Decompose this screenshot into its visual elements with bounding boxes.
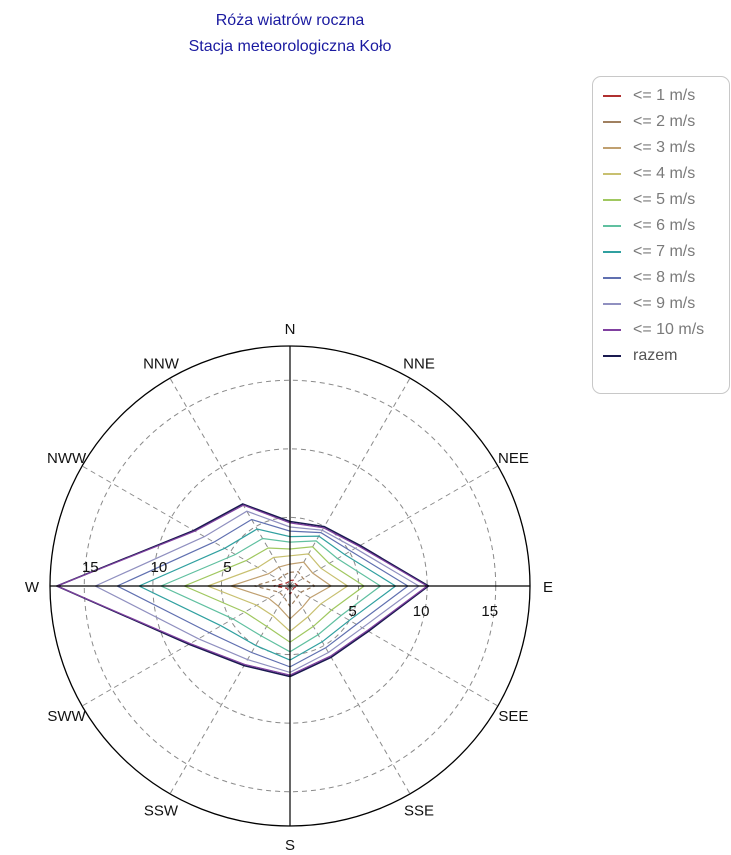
legend-label: <= 2 m/s xyxy=(633,113,696,130)
radial-tick-left-5: 5 xyxy=(223,559,231,576)
legend-item: <= 8 m/s xyxy=(593,265,729,291)
direction-label-W: W xyxy=(25,579,40,596)
direction-label-NWW: NWW xyxy=(47,450,87,467)
radial-tick-right-15: 15 xyxy=(481,603,498,620)
chart-subtitle: Stacja meteorologiczna Koło xyxy=(188,38,392,55)
legend-swatch xyxy=(603,173,621,175)
grid-spoke xyxy=(289,377,411,587)
series-0-polygon xyxy=(273,579,300,596)
legend-item: <= 5 m/s xyxy=(593,187,729,213)
legend-item: <= 4 m/s xyxy=(593,161,729,187)
legend-swatch xyxy=(603,355,621,357)
direction-label-E: E xyxy=(543,579,553,596)
direction-label-N: N xyxy=(285,321,296,338)
legend-item: razem xyxy=(593,343,729,369)
legend-label: <= 3 m/s xyxy=(633,139,696,156)
legend-label: <= 9 m/s xyxy=(633,295,696,312)
legend-item: <= 9 m/s xyxy=(593,291,729,317)
legend: <= 1 m/s <= 2 m/s <= 3 m/s <= 4 m/s <= 5 m/s… xyxy=(592,76,730,394)
legend-item: <= 2 m/s xyxy=(593,109,729,135)
grid-spoke xyxy=(169,585,291,795)
radial-tick-left-15: 15 xyxy=(82,559,99,576)
legend-label: <= 10 m/s xyxy=(633,321,705,338)
grid-spoke xyxy=(289,585,499,707)
legend-swatch xyxy=(603,121,621,123)
legend-swatch xyxy=(603,329,621,331)
grid-spoke xyxy=(81,585,291,707)
direction-label-NNE: NNE xyxy=(403,356,435,373)
legend-swatch xyxy=(603,225,621,227)
radial-tick-right-5: 5 xyxy=(348,603,356,620)
legend-swatch xyxy=(603,199,621,201)
direction-label-S: S xyxy=(285,837,295,854)
grid-spoke xyxy=(169,377,291,587)
direction-label-NNW: NNW xyxy=(143,356,180,373)
legend-item: <= 6 m/s xyxy=(593,213,729,239)
legend-swatch xyxy=(603,251,621,253)
direction-label-SWW: SWW xyxy=(47,708,86,725)
outer-ring xyxy=(49,345,531,827)
radial-tick-left-10: 10 xyxy=(151,559,168,576)
series-4-polygon xyxy=(182,546,366,643)
direction-label-SSW: SSW xyxy=(144,802,179,819)
legend-item: <= 10 m/s xyxy=(593,317,729,343)
legend-label: <= 1 m/s xyxy=(633,87,696,104)
direction-label-SSE: SSE xyxy=(404,802,434,819)
grid-spoke xyxy=(289,465,499,587)
direction-label-NEE: NEE xyxy=(498,450,529,467)
series-5-polygon xyxy=(159,537,382,653)
series-8-polygon xyxy=(93,510,420,674)
legend-label: <= 7 m/s xyxy=(633,243,696,260)
legend-item: <= 7 m/s xyxy=(593,239,729,265)
legend-swatch xyxy=(603,147,621,149)
legend-swatch xyxy=(603,303,621,305)
legend-label: razem xyxy=(633,347,678,364)
legend-swatch xyxy=(603,95,621,97)
legend-label: <= 4 m/s xyxy=(633,165,696,182)
grid-spoke xyxy=(289,585,411,795)
legend-label: <= 8 m/s xyxy=(633,269,696,286)
legend-swatch xyxy=(603,277,621,279)
chart-title: Róża wiatrów roczna xyxy=(215,12,365,29)
series-7-polygon xyxy=(115,518,409,668)
grid-spoke xyxy=(81,465,291,587)
legend-item: <= 1 m/s xyxy=(593,83,729,109)
radial-tick-right-10: 10 xyxy=(413,603,430,620)
direction-label-SEE: SEE xyxy=(498,708,528,725)
legend-label: <= 6 m/s xyxy=(633,217,696,234)
legend-label: <= 5 m/s xyxy=(633,191,696,208)
legend-item: <= 3 m/s xyxy=(593,135,729,161)
